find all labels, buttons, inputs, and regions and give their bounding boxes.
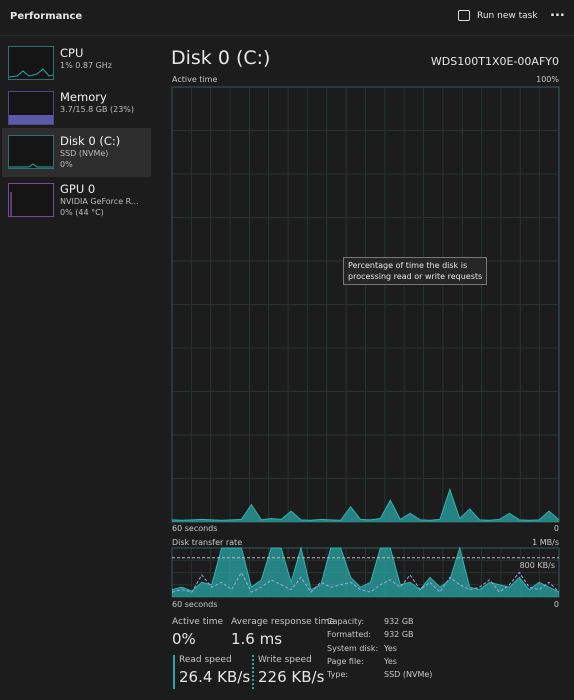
- more-button[interactable]: ...: [550, 5, 565, 20]
- stat-value: 26.4 KB/s: [179, 668, 251, 686]
- property-label: Capacity:: [327, 617, 365, 626]
- graph-max: 100%: [536, 75, 559, 84]
- page-title: Performance: [10, 11, 83, 22]
- stat-label: Active time: [172, 617, 224, 627]
- disk-title: Disk 0 (C:): [171, 47, 271, 69]
- side-detail: NVIDIA GeForce R...: [60, 197, 139, 206]
- graph-max: 1 MB/s: [532, 538, 559, 547]
- stat-value: 1.6 ms: [231, 630, 283, 648]
- property-label: Formatted:: [327, 630, 372, 640]
- time-span: 60 seconds: [172, 524, 218, 533]
- run-task-icon[interactable]: [458, 10, 470, 21]
- transfer-mark-label: 800 KB/s: [517, 561, 557, 570]
- property-value: 932 GB: [384, 630, 414, 640]
- property-value: Yes: [384, 643, 397, 653]
- graph-label: Disk transfer rate: [172, 538, 243, 547]
- side-name[interactable]: GPU 0: [60, 182, 96, 196]
- graph-line: [171, 487, 560, 521]
- stat-value: 226 KB/s: [258, 668, 325, 686]
- side-detail: SSD (NVMe): [60, 149, 109, 158]
- time-span: 60 seconds: [172, 600, 218, 609]
- property-value: 932 GB: [384, 617, 414, 626]
- header-bar: [0, 0, 574, 36]
- graph-line: [171, 546, 560, 593]
- stat-label: Read speed: [179, 655, 232, 665]
- side-name[interactable]: Disk 0 (C:): [60, 134, 121, 148]
- graph-area: [172, 548, 559, 597]
- tooltip-line: processing read or write requests: [348, 272, 483, 281]
- gpu-thumb[interactable]: [8, 183, 54, 217]
- side-detail: 0% (44 °C): [60, 208, 104, 217]
- graph-line: [171, 571, 560, 593]
- stat-label: Write speed: [258, 655, 312, 665]
- memory-thumb[interactable]: [8, 91, 54, 125]
- stat-label: Average response time: [231, 617, 335, 627]
- cpu-thumb[interactable]: [8, 46, 54, 80]
- read-marker: [173, 655, 175, 689]
- tooltip: Percentage of time the disk is processin…: [343, 257, 488, 285]
- property-label: Page file:: [327, 656, 364, 666]
- disk-model: WDS100T1X0E-00AFY0: [430, 55, 559, 68]
- property-label: System disk:: [327, 643, 379, 653]
- property-label: Type:: [327, 670, 349, 680]
- side-name[interactable]: CPU: [60, 46, 84, 60]
- run-new-task[interactable]: Run new task: [477, 11, 538, 21]
- time-end: 0: [553, 600, 559, 609]
- stat-value: 0%: [172, 630, 196, 648]
- property-value: Yes: [384, 656, 397, 666]
- graph-label: Active time: [172, 75, 218, 84]
- side-detail: 1% 0.87 GHz: [60, 61, 113, 70]
- time-end: 0: [553, 524, 559, 533]
- disk-thumb[interactable]: [8, 135, 54, 169]
- property-value: SSD (NVMe): [384, 670, 433, 680]
- side-name[interactable]: Memory: [60, 90, 107, 104]
- tooltip-line: Percentage of time the disk is: [348, 261, 468, 270]
- write-marker: [252, 655, 254, 689]
- side-detail: 0%: [60, 160, 73, 169]
- side-detail: 3.7/15.8 GB (23%): [60, 105, 135, 114]
